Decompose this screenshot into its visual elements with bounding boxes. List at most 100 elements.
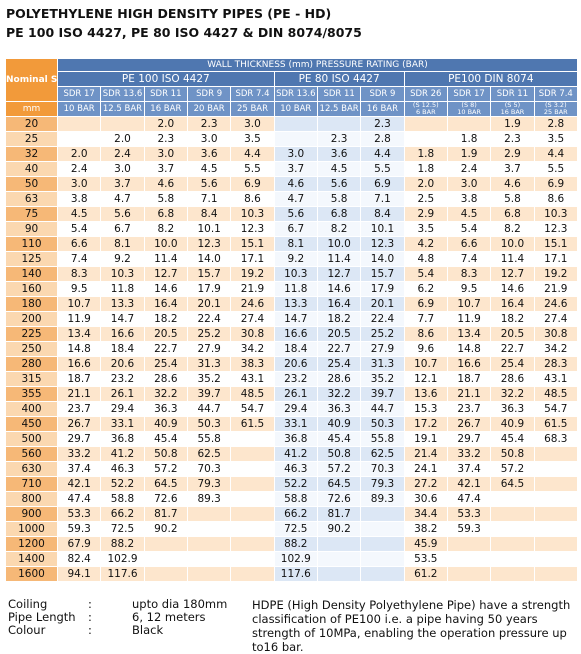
cell: 18.4: [273, 341, 318, 357]
nominal-size: 25: [5, 131, 58, 147]
cell: 27.4: [533, 311, 579, 327]
header-row: Nominal SizeWALL THICKNESS (mm) PRESSURE…: [5, 58, 578, 102]
data-row: 280 16.6 20.6 25.4 31.3 38.3 20.6 25.4 31.3 10.7 1…: [5, 356, 579, 372]
cell: 15.7: [186, 266, 232, 282]
cell: 17.9: [360, 281, 405, 297]
cell: 82.4: [56, 551, 102, 567]
cell: [360, 566, 405, 582]
cell: 40.9: [490, 416, 535, 432]
cell: 29.4: [273, 401, 318, 417]
cell: 48.5: [533, 386, 579, 402]
cell: 64.5: [143, 476, 188, 492]
cell: 45.9: [403, 536, 448, 552]
cell: 5.5: [360, 161, 405, 177]
cell: 61.2: [403, 566, 448, 582]
cell: 45.4: [316, 431, 362, 447]
cell: 23.7: [56, 401, 102, 417]
cell: 6.9: [403, 296, 448, 312]
cell: 29.7: [56, 431, 102, 447]
cell: [446, 551, 492, 567]
cell: [143, 551, 188, 567]
cell: 2.0: [56, 146, 102, 162]
sdr-label: SDR 13.6: [100, 86, 145, 102]
cell: 102.9: [273, 551, 318, 567]
cell: 117.6: [100, 566, 145, 582]
sdr-label: SDR 9: [186, 86, 232, 102]
cell: [230, 566, 275, 582]
rating-label: (S 12.5) 6 BAR: [403, 101, 448, 117]
cell: [230, 476, 275, 492]
nominal-size: 110: [5, 236, 58, 252]
cell: 5.6: [273, 206, 318, 222]
cell: 2.3: [490, 131, 535, 147]
cell: 41.2: [273, 446, 318, 462]
cell: 28.3: [533, 356, 579, 372]
cell: [533, 521, 579, 537]
nominal-size: 50: [5, 176, 58, 192]
cell: 28.6: [490, 371, 535, 387]
rating-label: 16 BAR: [500, 108, 525, 116]
sdr-label: SDR 11: [316, 86, 362, 102]
cell: 35.2: [186, 371, 232, 387]
cell: 50.8: [490, 446, 535, 462]
cell: [230, 431, 275, 447]
cell: [186, 551, 232, 567]
spec-row: Colour: Black: [8, 624, 227, 637]
cell: 9.5: [446, 281, 492, 297]
cell: 15.1: [230, 236, 275, 252]
cell: [533, 536, 579, 552]
cell: 18.2: [490, 311, 535, 327]
data-row: 110 6.6 8.1 10.0 12.3 15.1 8.1 10.0 12.3 4.2 6.6 10…: [5, 236, 579, 252]
nominal-size: 90: [5, 221, 58, 237]
cell: [490, 521, 535, 537]
cell: 6.9: [360, 176, 405, 192]
cell: 7.1: [360, 191, 405, 207]
cell: 4.7: [100, 191, 145, 207]
cell: 3.0: [446, 176, 492, 192]
cell: 16.6: [273, 326, 318, 342]
cell: [533, 566, 579, 582]
cell: 39.7: [186, 386, 232, 402]
cell: 17.2: [403, 416, 448, 432]
cell: 81.7: [316, 506, 362, 522]
cell: 6.8: [316, 206, 362, 222]
cell: 8.2: [490, 221, 535, 237]
data-row: 710 42.1 52.2 64.5 79.3 52.2 64.5 79.3 27.2 42.1 6…: [5, 476, 579, 492]
sdr-label: SDR 11: [490, 86, 535, 102]
cell: 21.1: [56, 386, 102, 402]
cell: 8.2: [316, 221, 362, 237]
cell: 21.4: [403, 446, 448, 462]
nominal-size: 450: [5, 416, 58, 432]
cell: 27.2: [403, 476, 448, 492]
data-row: 900 53.3 66.2 81.7 66.2 81.7 34.4 53.3: [5, 506, 579, 522]
cell: 50.8: [143, 446, 188, 462]
s-label: (S 5): [504, 101, 521, 109]
cell: 26.1: [273, 386, 318, 402]
cell: 8.1: [100, 236, 145, 252]
cell: [273, 116, 318, 132]
data-row: 250 14.8 18.4 22.7 27.9 34.2 18.4 22.7 27.9 9.6 14…: [5, 341, 579, 357]
data-row: 800 47.4 58.8 72.6 89.3 58.8 72.6 89.3 30.6 47.4: [5, 491, 579, 507]
cell: 17.1: [533, 251, 579, 267]
cell: [186, 521, 232, 537]
nominal-size: 800: [5, 491, 58, 507]
cell: 36.8: [100, 431, 145, 447]
cell: 21.9: [230, 281, 275, 297]
cell: 22.7: [490, 341, 535, 357]
cell: 2.0: [143, 116, 188, 132]
cell: [533, 476, 579, 492]
spec-row: Pipe Length: 6, 12 meters: [8, 611, 227, 624]
cell: 33.1: [100, 416, 145, 432]
cell: [403, 116, 448, 132]
cell: 33.1: [273, 416, 318, 432]
cell: 4.6: [490, 176, 535, 192]
cell: 41.2: [100, 446, 145, 462]
nominal-size: 20: [5, 116, 58, 132]
cell: 6.6: [446, 236, 492, 252]
group-name: PE 80 ISO 4427: [273, 71, 405, 87]
cell: [230, 536, 275, 552]
rating-label: (S 3.2) 25 BAR: [533, 101, 579, 117]
cell: 11.4: [490, 251, 535, 267]
cell: 53.3: [446, 506, 492, 522]
nominal-size: 63: [5, 191, 58, 207]
